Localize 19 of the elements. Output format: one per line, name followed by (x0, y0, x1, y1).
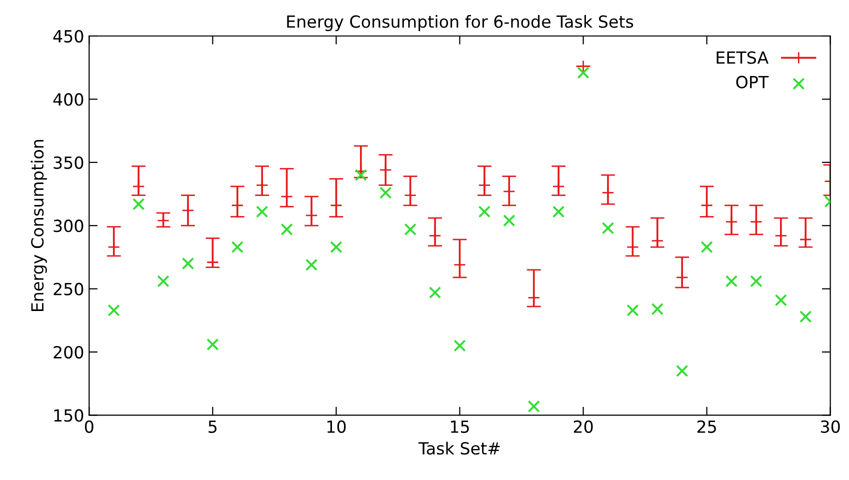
y-tick-label: 300 (54, 220, 84, 232)
y-tick-label: 150 (54, 409, 84, 422)
x-tick-label: 15 (450, 420, 469, 433)
y-tick-label: 350 (54, 156, 84, 169)
y-tick-label: 250 (54, 282, 84, 296)
legend-label: EETSA (716, 51, 769, 64)
legend-label: OPT (736, 76, 769, 88)
y-tick-label: 400 (53, 93, 84, 106)
x-tick-label: 20 (574, 420, 593, 433)
x-axis-title: Task Set# (418, 442, 500, 455)
x-tick-label: 0 (84, 420, 94, 433)
chart-title: Energy Consumption for 6-node Task Sets (287, 15, 634, 32)
y-tick-label: 450 (53, 30, 84, 43)
y-tick-label: 200 (54, 346, 84, 359)
x-tick-label: 25 (697, 420, 716, 433)
y-axis-title: Energy Consumption (30, 140, 47, 311)
x-tick-label: 30 (820, 420, 840, 433)
x-tick-label: 5 (208, 420, 217, 433)
x-tick-label: 10 (327, 420, 346, 433)
